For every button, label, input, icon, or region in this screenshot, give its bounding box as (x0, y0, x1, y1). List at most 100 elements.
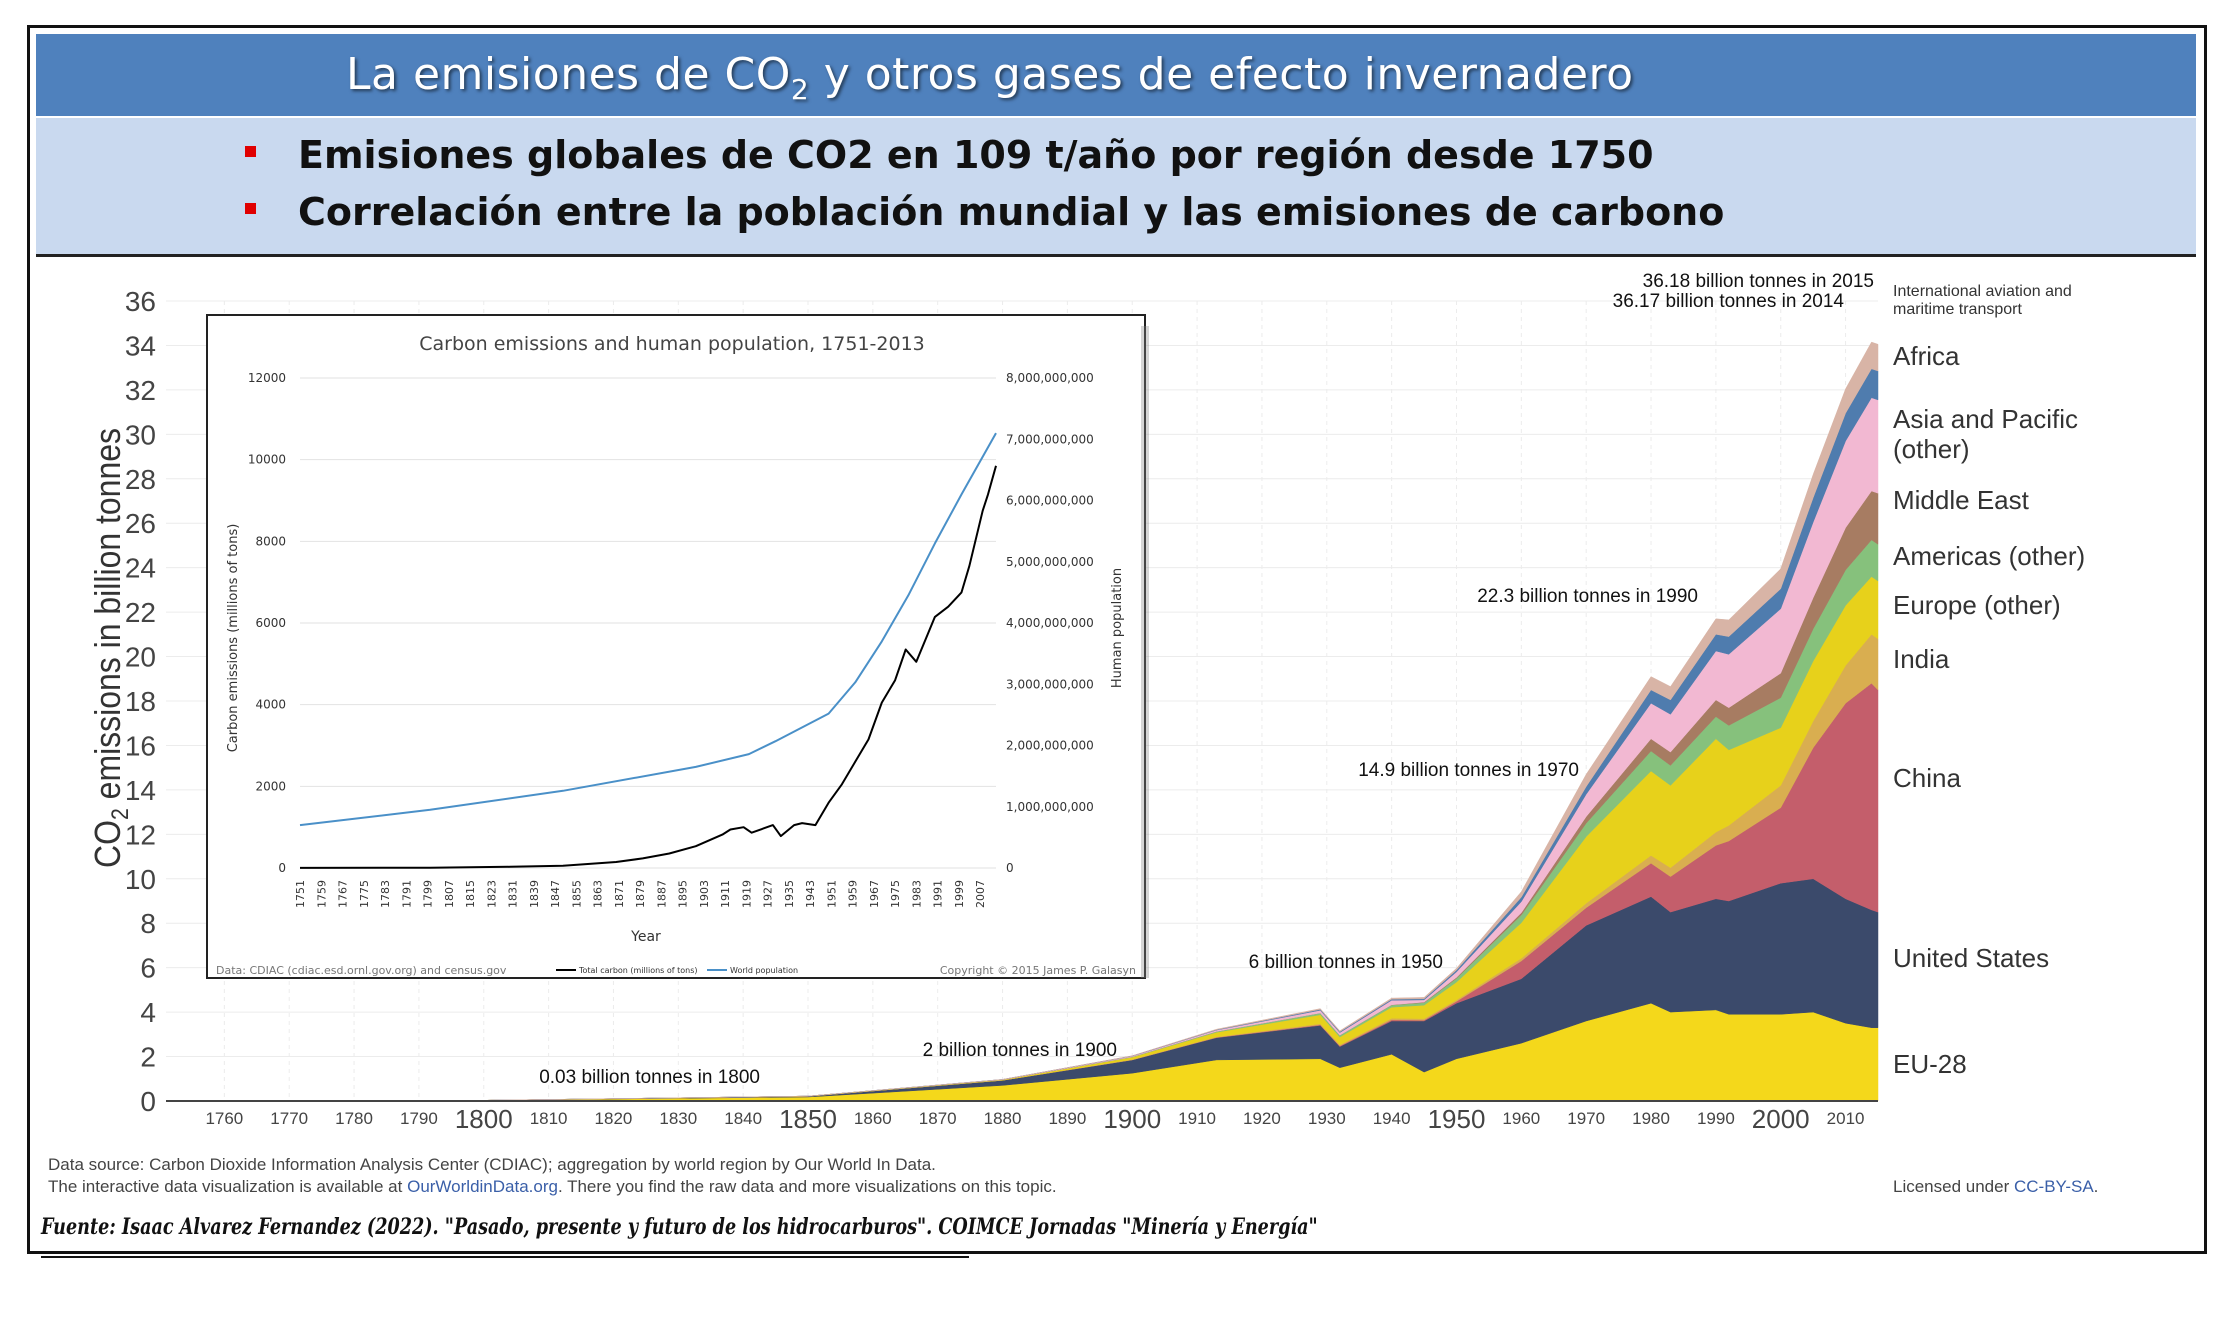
legend-label: Africa (1893, 341, 1960, 371)
y-tick-label: 22 (125, 597, 156, 628)
inset-source: Data: CDIAC (cdiac.esd.ornl.gov.org) and… (216, 964, 507, 977)
x-tick-label: 1770 (270, 1109, 308, 1128)
y-tick-label: 2 (140, 1042, 156, 1073)
license-link[interactable]: CC-BY-SA (2014, 1177, 2094, 1196)
annotation-2015: 36.18 billion tonnes in 2015 (1643, 271, 1874, 292)
legend-label: EU-28 (1893, 1049, 1967, 1079)
x-tick-label: 1880 (984, 1109, 1022, 1128)
x-tick-label: 1860 (854, 1109, 892, 1128)
legend-label: China (1893, 763, 1961, 793)
inset-x-tick-label: 1775 (358, 880, 371, 908)
legend-label-population: World population (730, 966, 798, 975)
legend-label-carbon: Total carbon (millions of tons) (578, 966, 698, 975)
x-tick-label: 1760 (205, 1109, 243, 1128)
bullet-item: Emisiones globales de CO2 en 109 t/año p… (245, 133, 1654, 177)
y-tick-label: 0 (140, 1086, 156, 1117)
inset-x-tick-label: 1959 (847, 880, 860, 908)
source-line-1: Data source: Carbon Dioxide Information … (48, 1155, 936, 1174)
x-tick-label: 1810 (530, 1109, 568, 1128)
x-tick-label: 1990 (1697, 1109, 1735, 1128)
y-tick-label: 28 (125, 464, 156, 495)
legend-label: (other) (1893, 434, 1970, 464)
inset-right-tick-label: 2,000,000,000 (1006, 739, 1094, 753)
annotation-1990: 22.3 billion tonnes in 1990 (1477, 586, 1698, 607)
x-tick-label: 1890 (1048, 1109, 1086, 1128)
x-tick-label: 1790 (400, 1109, 438, 1128)
x-tick-label: 1960 (1502, 1109, 1540, 1128)
y-tick-label: 30 (125, 419, 156, 450)
inset-left-tick-label: 6000 (255, 616, 286, 630)
x-tick-label: 1970 (1567, 1109, 1605, 1128)
inset-x-axis-label: Year (630, 929, 661, 945)
x-tick-label: 1800 (455, 1104, 513, 1134)
x-tick-label: 1940 (1373, 1109, 1411, 1128)
y-tick-label: 12 (125, 819, 156, 850)
inset-x-tick-label: 1751 (294, 880, 307, 908)
x-tick-label: 1900 (1103, 1104, 1161, 1134)
area-international-aviation-and-maritime-transport (165, 341, 1879, 1102)
inset-x-tick-label: 1983 (910, 880, 923, 908)
footer-rule (41, 1256, 969, 1258)
inset-x-tick-label: 1879 (634, 880, 647, 908)
subtitle-panel (36, 118, 2196, 257)
inset-x-tick-label: 1967 (868, 880, 881, 908)
inset-x-tick-label: 1839 (528, 880, 541, 908)
inset-x-tick-label: 2007 (974, 880, 987, 908)
annotation-2014: 36.17 billion tonnes in 2014 (1613, 291, 1845, 312)
y-tick-label: 6 (140, 953, 156, 984)
inset-x-tick-label: 1991 (932, 880, 945, 908)
annotation-1970: 14.9 billion tonnes in 1970 (1358, 760, 1579, 781)
footer-source: Fuente: Isaac Alvarez Fernandez (2022). … (41, 1214, 1318, 1240)
inset-right-axis-label: Human population (1110, 568, 1125, 688)
legend-label: maritime transport (1893, 301, 2022, 318)
inset-x-tick-label: 1951 (825, 880, 838, 908)
y-tick-label: 34 (125, 330, 156, 361)
x-tick-label: 1950 (1428, 1104, 1486, 1134)
inset-line-total-carbon-millions-of-tons (299, 465, 997, 869)
inset-line-world-population (299, 432, 997, 827)
legend-label: Europe (other) (1893, 590, 2061, 620)
x-tick-label: 1870 (919, 1109, 957, 1128)
owid-link[interactable]: OurWorldinData.org (407, 1177, 558, 1196)
x-tick-label: 2000 (1752, 1104, 1810, 1134)
inset-x-tick-label: 1927 (762, 880, 775, 908)
x-tick-label: 1780 (335, 1109, 373, 1128)
inset-x-tick-label: 1911 (719, 880, 732, 908)
inset-x-tick-label: 1855 (570, 880, 583, 908)
inset-right-tick-label: 1,000,000,000 (1006, 800, 1094, 814)
bullet-square-icon (245, 146, 256, 157)
source-line-2: The interactive data visualization is av… (48, 1177, 1057, 1196)
y-tick-label: 36 (125, 286, 156, 317)
inset-legend: Total carbon (millions of tons) World po… (556, 966, 798, 975)
inset-population-chart: Carbon emissions and human population, 1… (206, 314, 1149, 979)
y-tick-label: 20 (125, 642, 156, 673)
y-tick-label: 26 (125, 508, 156, 539)
inset-right-tick-label: 8,000,000,000 (1006, 371, 1094, 385)
inset-x-tick-label: 1823 (485, 880, 498, 908)
y-tick-label: 16 (125, 730, 156, 761)
y-tick-label: 4 (140, 997, 156, 1028)
legend-label: Americas (other) (1893, 541, 2085, 571)
inset-frame (206, 314, 1146, 979)
inset-x-tick-label: 1919 (740, 880, 753, 908)
y-tick-label: 14 (125, 775, 156, 806)
inset-right-tick-label: 6,000,000,000 (1006, 494, 1094, 508)
chart-annotations: 36.18 billion tonnes in 2015 36.17 billi… (539, 271, 1874, 1088)
inset-x-tick-label: 1783 (379, 880, 392, 908)
slide-title: La emisiones de CO2 y otros gases de efe… (36, 34, 2196, 116)
inset-left-ticks: 0 2000 4000 6000 8000 10000 12000 (248, 371, 286, 875)
x-tick-label: 2010 (1827, 1109, 1865, 1128)
inset-left-tick-label: 2000 (255, 779, 286, 793)
x-tick-label: 1840 (724, 1109, 762, 1128)
inset-x-tick-label: 1831 (507, 880, 520, 908)
legend-label: Asia and Pacific (1893, 404, 2078, 434)
inset-x-tick-label: 1903 (698, 880, 711, 908)
inset-x-tick-label: 1895 (677, 880, 690, 908)
inset-x-tick-label: 1871 (613, 880, 626, 908)
inset-left-tick-label: 10000 (248, 453, 286, 467)
bullet-item: Correlación entre la población mundial y… (245, 190, 1724, 234)
annotation-1950: 6 billion tonnes in 1950 (1249, 952, 1443, 973)
bullet-square-icon (245, 203, 256, 214)
bullet-text: Emisiones globales de CO2 en 109 t/año p… (298, 133, 1654, 177)
